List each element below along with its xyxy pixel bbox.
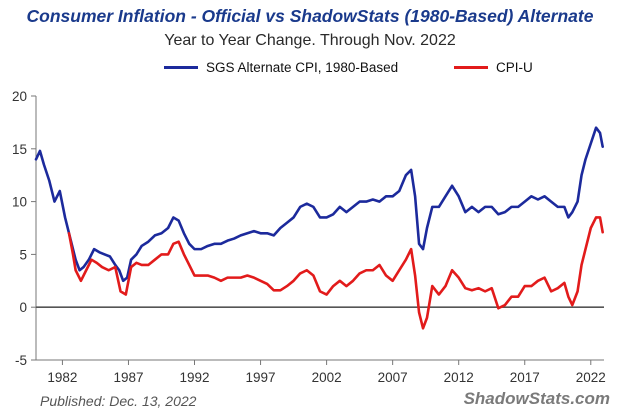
series-line-0 (34, 126, 604, 283)
legend-label-sgs: SGS Alternate CPI, 1980-Based (206, 60, 399, 75)
x-tick-label-1982: 1982 (47, 370, 77, 385)
legend-swatch-sgs (164, 66, 198, 69)
series-line-1 (67, 216, 604, 330)
y-tick-label--5: -5 (15, 353, 27, 368)
source-watermark: ShadowStats.com (463, 389, 610, 408)
y-tick-label-20: 20 (12, 89, 27, 104)
x-tick-label-2012: 2012 (444, 370, 474, 385)
legend-label-cpiu: CPI-U (496, 60, 533, 75)
x-tick-label-2017: 2017 (510, 370, 540, 385)
y-tick-label-10: 10 (12, 195, 27, 210)
legend-swatch-cpiu (454, 66, 488, 69)
x-tick-label-2022: 2022 (576, 370, 606, 385)
y-tick-label-15: 15 (12, 142, 27, 157)
chart-subtitle: Year to Year Change. Through Nov. 2022 (164, 32, 456, 49)
y-tick-label-5: 5 (19, 247, 27, 262)
legend-item-sgs: SGS Alternate CPI, 1980-Based (164, 60, 398, 75)
published-date: Published: Dec. 13, 2022 (40, 393, 197, 409)
chart-legend: SGS Alternate CPI, 1980-Based CPI-U (0, 60, 620, 82)
x-tick-label-2002: 2002 (312, 370, 342, 385)
legend-item-cpiu: CPI-U (454, 60, 533, 75)
x-tick-label-1987: 1987 (113, 370, 143, 385)
x-tick-label-2007: 2007 (378, 370, 408, 385)
x-tick-label-1992: 1992 (179, 370, 209, 385)
chart-title: Consumer Inflation - Official vs ShadowS… (26, 6, 594, 26)
x-tick-label-1997: 1997 (246, 370, 276, 385)
y-tick-label-0: 0 (19, 300, 27, 315)
